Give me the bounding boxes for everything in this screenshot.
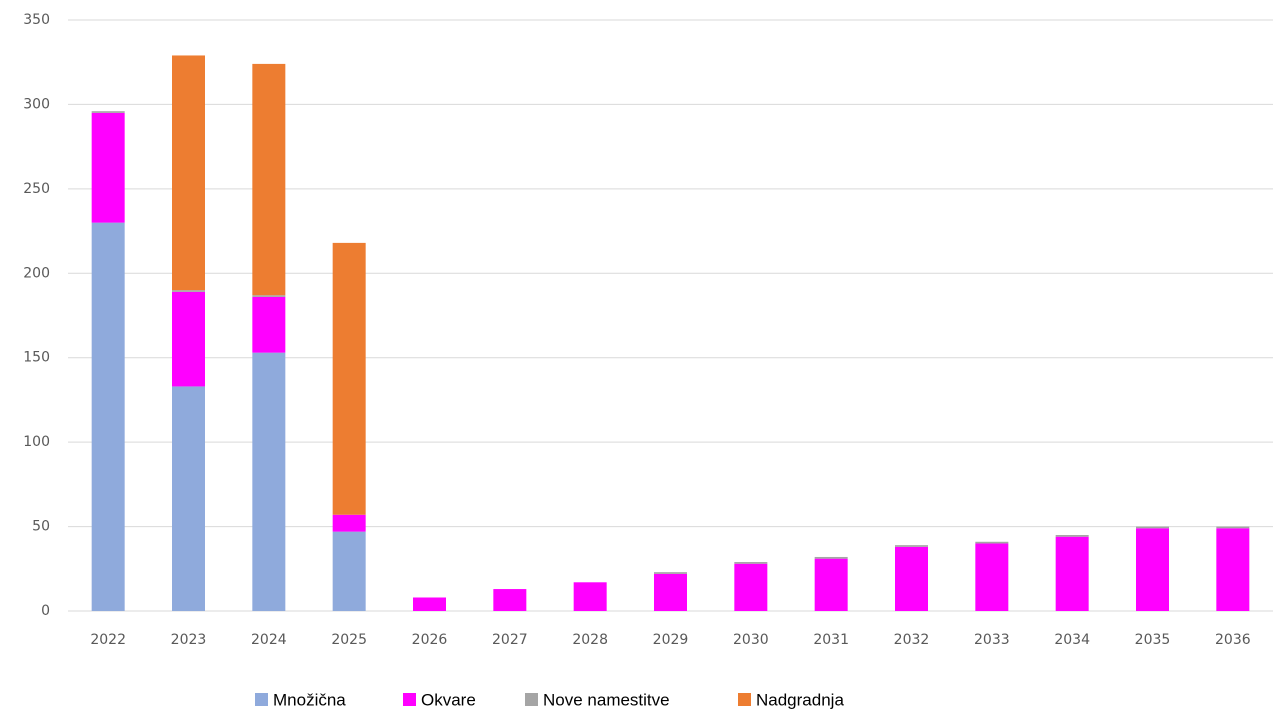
bar-segment [91,111,125,113]
x-tick-label: 2027 [492,632,528,648]
bar-segment [734,563,768,611]
x-tick-label: 2024 [251,632,287,648]
bar-segment [895,546,928,611]
bar-segment [654,572,687,574]
bar-segment [654,573,687,611]
bar-segment [734,562,768,564]
bar-segment [814,558,848,611]
y-tick-label: 200 [23,265,50,281]
legend-swatch [738,693,751,706]
bar-segment [91,222,125,611]
x-tick-label: 2026 [412,632,448,648]
legend-label: Okvare [421,690,476,709]
x-tick-label: 2029 [653,632,689,648]
bar-segment [1055,536,1089,611]
y-tick-label: 150 [23,350,50,366]
legend-label: Nove namestitve [543,690,670,709]
x-tick-label: 2036 [1215,632,1251,648]
bar-segment [252,296,286,353]
bar-segment [172,291,205,387]
bar-segment [332,242,366,515]
legend-swatch [525,693,538,706]
legend-swatch [403,693,416,706]
y-tick-label: 350 [23,12,50,28]
legend-swatch [255,693,268,706]
bar-segment [172,55,205,291]
bar-segment [1055,535,1089,537]
x-tick-label: 2032 [894,632,930,648]
y-tick-label: 50 [32,519,50,535]
bar-segment [252,352,286,611]
bar-segment [975,541,1009,544]
bar-segment [413,597,446,611]
y-tick-label: 0 [41,603,50,619]
x-tick-label: 2033 [974,632,1010,648]
x-tick-label: 2028 [572,632,608,648]
y-tick-label: 300 [23,96,50,112]
bar-segment [814,556,848,559]
bar-segment [975,543,1009,611]
bar-segment [332,514,366,532]
legend-label: Nadgradnja [756,690,844,709]
x-tick-label: 2034 [1054,632,1090,648]
bar-segment [573,582,607,611]
bar-segment [895,545,928,547]
bar-segment [252,63,286,296]
y-tick-label: 250 [23,181,50,197]
bar-segment [1136,526,1169,529]
x-tick-label: 2030 [733,632,769,648]
legend-label: Množična [273,690,346,709]
bar-segment [172,386,205,611]
bar-segment [1136,528,1169,611]
x-tick-label: 2023 [171,632,207,648]
bar-segment [91,112,125,223]
y-tick-label: 100 [23,434,50,450]
x-tick-label: 2031 [813,632,849,648]
x-tick-label: 2022 [90,632,126,648]
x-tick-label: 2035 [1135,632,1171,648]
x-tick-label: 2025 [331,632,367,648]
bar-segment [1216,526,1250,529]
bar-segment [332,531,366,611]
bar-segment [172,290,205,292]
bar-segment [1216,528,1250,611]
bar-segment [493,589,527,611]
bar-segment [252,295,286,297]
